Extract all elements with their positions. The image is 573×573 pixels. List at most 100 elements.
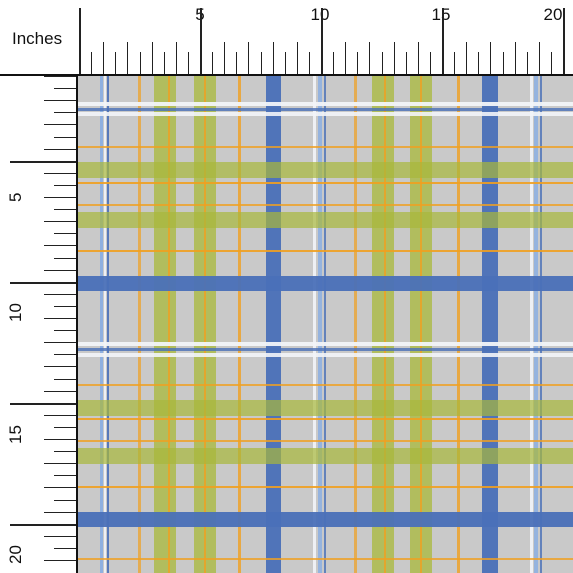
ruler-tick	[54, 378, 76, 380]
ruler-tick	[54, 475, 76, 477]
ruler-tick	[54, 112, 76, 114]
ruler-tick	[381, 52, 383, 74]
ruler-tick	[333, 52, 335, 74]
ruler-tick	[345, 42, 347, 74]
ruler-tick	[79, 8, 81, 74]
top-ruler-number-15: 15	[431, 5, 451, 24]
ruler-tick	[44, 439, 76, 440]
vertical-stripe	[107, 76, 109, 573]
vertical-stripe	[100, 76, 103, 573]
horizontal-stripe	[78, 102, 573, 106]
ruler-tick	[103, 42, 105, 74]
horizontal-stripe	[78, 558, 573, 560]
ruler-tick	[212, 52, 214, 74]
ruler-tick	[151, 42, 153, 74]
ruler-tick	[405, 52, 407, 74]
ruler-tick	[44, 342, 76, 344]
horizontal-stripe	[78, 342, 573, 346]
vertical-stripe	[168, 76, 170, 573]
ruler-tick	[44, 124, 76, 126]
ruler-tick	[490, 42, 492, 74]
ruler-tick	[357, 52, 359, 74]
ruler-tick	[54, 330, 76, 332]
ruler-tick	[54, 233, 76, 235]
ruler-tick	[54, 257, 76, 259]
ruler-tick	[44, 76, 76, 77]
left-ruler-number-20: 20	[6, 545, 25, 564]
ruler-tick	[139, 52, 141, 74]
vertical-stripe	[354, 76, 357, 573]
ruler-tick	[44, 221, 76, 223]
ruler-tick	[54, 305, 76, 307]
ruler-tick	[44, 463, 76, 465]
horizontal-stripe	[78, 512, 573, 527]
ruler-tick	[429, 52, 431, 74]
ruler-tick	[54, 547, 76, 549]
horizontal-stripe	[78, 162, 573, 178]
ruler-tick	[44, 535, 76, 537]
ruler-tick	[10, 402, 76, 405]
ruler-tick	[321, 8, 323, 74]
vertical-stripe	[540, 76, 542, 573]
vertical-stripe	[204, 76, 206, 573]
ruler-tick	[248, 42, 250, 74]
vertical-stripe	[420, 76, 422, 573]
ruler-tick	[296, 42, 298, 74]
vertical-stripe	[482, 76, 498, 573]
ruler-tick	[454, 52, 456, 74]
ruler-tick	[200, 8, 202, 74]
ruler-tick	[44, 100, 76, 102]
vertical-stripe	[318, 76, 322, 573]
vertical-stripe	[238, 76, 241, 573]
ruler-tick	[44, 148, 76, 150]
ruler-tick	[442, 8, 444, 74]
ruler-tick	[369, 42, 371, 74]
horizontal-stripe	[78, 348, 573, 351]
units-label: Inches	[12, 29, 63, 48]
left-ruler-number-5: 5	[6, 192, 25, 202]
horizontal-stripe	[78, 400, 573, 416]
horizontal-stripe	[78, 108, 573, 111]
ruler-tick	[284, 52, 286, 74]
vertical-stripe	[266, 76, 281, 573]
left-ruler-number-10: 10	[6, 303, 25, 322]
ruler-tick	[44, 245, 76, 247]
ruler-tick	[127, 42, 129, 74]
ruler-tick	[44, 172, 76, 174]
top-ruler: Inches 5 10 15 20	[0, 0, 573, 76]
ruler-tick	[478, 52, 480, 74]
ruler-tick	[163, 52, 165, 74]
ruler-tick	[224, 42, 226, 74]
vertical-stripe	[384, 76, 386, 573]
horizontal-stripe	[78, 250, 573, 252]
ruler-tick	[563, 8, 565, 74]
ruler-tick	[526, 52, 528, 74]
ruler-tick	[54, 354, 76, 356]
vertical-stripe	[138, 76, 141, 573]
vertical-stripe	[530, 76, 533, 573]
vertical-stripe	[457, 76, 460, 573]
ruler-tick	[54, 499, 76, 501]
ruler-tick	[54, 209, 76, 211]
ruler-tick	[115, 52, 117, 74]
vertical-stripe	[324, 76, 326, 573]
ruler-tick	[44, 560, 76, 561]
ruler-tick	[187, 52, 189, 74]
ruler-tick	[393, 42, 395, 74]
ruler-tick	[54, 184, 76, 186]
horizontal-stripe	[78, 448, 573, 464]
ruler-tick	[44, 269, 76, 271]
ruler-tick	[272, 42, 274, 74]
ruler-tick	[10, 281, 76, 284]
top-ruler-number-20: 20	[543, 5, 563, 24]
ruler-tick	[550, 52, 552, 74]
ruler-tick	[44, 366, 76, 368]
horizontal-stripe	[78, 146, 573, 148]
horizontal-stripe	[78, 353, 573, 357]
ruler-tick	[260, 52, 262, 74]
horizontal-stripe	[78, 440, 573, 442]
horizontal-stripe	[78, 384, 573, 386]
ruler-tick	[44, 318, 76, 319]
ruler-tick	[54, 136, 76, 138]
plaid-pattern	[78, 76, 573, 573]
